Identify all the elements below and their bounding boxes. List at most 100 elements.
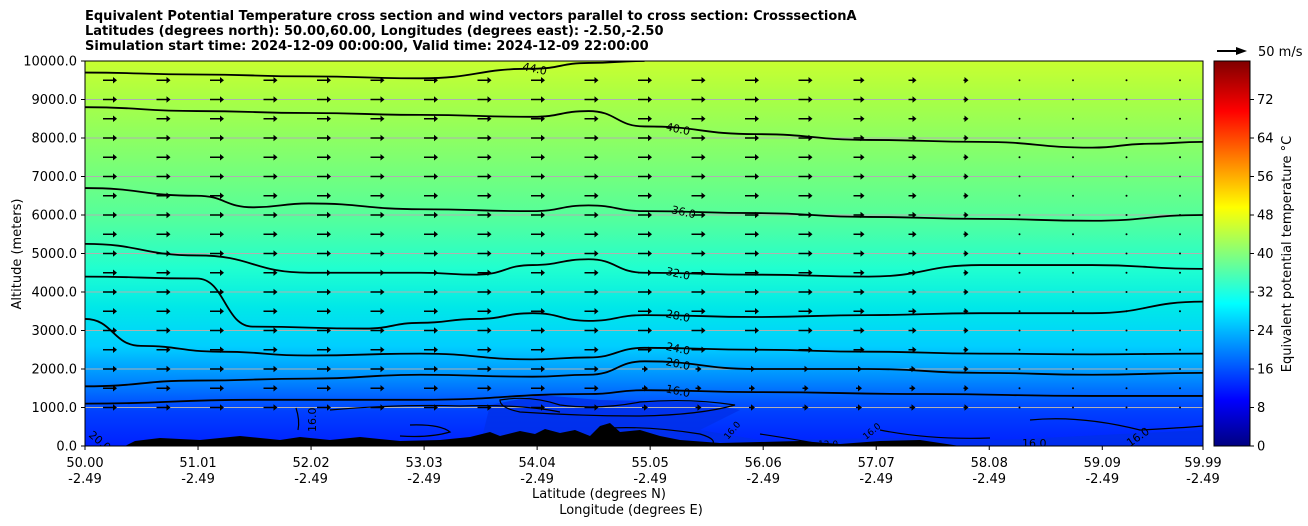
wind-vector	[853, 115, 865, 122]
contour-line	[85, 187, 1203, 222]
x-tick-label-lon: -2.49	[633, 472, 667, 487]
wind-vector	[317, 77, 331, 84]
wind-vector	[1179, 194, 1181, 197]
wind-vector	[424, 173, 438, 180]
wind-vector	[909, 404, 916, 411]
wind-vector	[317, 211, 331, 219]
y-tick-label: 2000.0	[32, 363, 78, 378]
colorbar: 0 8 16 24 32 40 48 56 64 72 Equivalent potential …	[1213, 60, 1295, 455]
wind-vector	[1125, 329, 1128, 332]
wind-vector	[370, 211, 385, 219]
colorbar-label: Equivalent potential temperature °C	[1280, 136, 1295, 372]
wind-vector	[1018, 368, 1021, 370]
contour-line	[85, 389, 1203, 405]
wind-vector	[1018, 117, 1021, 120]
wind-vector	[424, 346, 438, 353]
x-tick-label-lat: 54.04	[519, 456, 556, 471]
wind-vector	[798, 269, 813, 276]
y-tick-label: 7000.0	[32, 170, 78, 185]
wind-vector	[1125, 406, 1128, 409]
wind-vector	[1072, 214, 1074, 216]
wind-vector	[477, 96, 492, 103]
wind-vector	[370, 192, 385, 199]
x-axis-label-secondary: Longitude (degrees E)	[559, 503, 703, 518]
x-axis: 50.00-2.4951.01-2.4952.02-2.4953.03-2.49…	[66, 446, 1222, 487]
wind-vector	[638, 154, 652, 161]
wind-vector	[1072, 252, 1074, 255]
wind-vector	[853, 231, 865, 238]
wind-vector	[695, 385, 702, 392]
wind-vector	[263, 250, 278, 257]
wind-vector	[853, 250, 865, 257]
wind-vector	[1072, 233, 1074, 236]
wind-vector	[1179, 175, 1181, 178]
wind-vector	[531, 134, 545, 142]
wind-vector	[156, 134, 171, 142]
wind-vector	[584, 269, 599, 276]
wind-vector	[963, 96, 969, 103]
wind-vector	[103, 134, 117, 142]
wind-key-arrowhead	[1236, 47, 1247, 55]
wind-vector	[584, 346, 599, 353]
colorbar-tick-label: 64	[1257, 132, 1274, 147]
contour-label: 36.0	[670, 203, 697, 221]
wind-vector	[1179, 117, 1181, 120]
wind-vector	[963, 173, 969, 180]
wind-vector	[798, 115, 813, 122]
svg-text:12.0: 12.0	[818, 440, 838, 450]
wind-vector	[1018, 137, 1021, 139]
wind-vector	[210, 269, 224, 276]
wind-vector	[1018, 194, 1021, 197]
wind-vector	[963, 192, 969, 199]
wind-vector	[908, 192, 917, 199]
wind-vector	[1179, 310, 1181, 313]
wind-vector	[1018, 156, 1021, 159]
wind-vector	[424, 96, 438, 103]
wind-vector	[370, 308, 385, 315]
wind-vector	[263, 346, 278, 353]
svg-text:16.0: 16.0	[306, 408, 319, 433]
x-tick-label-lon: -2.49	[68, 472, 102, 487]
wind-vector	[156, 327, 171, 334]
wind-vector	[317, 346, 331, 353]
wind-vector	[691, 154, 706, 161]
wind-vector	[370, 288, 385, 296]
contour-label: 20.0	[665, 355, 692, 373]
wind-vector	[745, 308, 759, 315]
wind-vector	[263, 365, 278, 373]
wind-vector	[210, 96, 224, 103]
wind-vector	[853, 154, 865, 161]
wind-vector	[691, 288, 706, 296]
y-tick-label: 1000.0	[32, 401, 78, 416]
wind-vector	[156, 288, 171, 296]
wind-vector	[477, 365, 492, 373]
wind-vector	[370, 231, 385, 238]
wind-vector	[1179, 348, 1181, 351]
y-tick-label: 10000.0	[23, 55, 77, 70]
wind-vector	[584, 365, 599, 373]
wind-vector	[853, 77, 865, 84]
wind-vector	[477, 211, 492, 219]
wind-vector	[691, 192, 706, 199]
wind-vector	[103, 173, 117, 180]
wind-vector	[317, 365, 331, 373]
wind-vector	[424, 115, 438, 122]
wind-vector	[370, 154, 385, 161]
wind-vector	[317, 404, 331, 411]
wind-vector	[156, 231, 171, 238]
wind-vector	[584, 173, 599, 180]
wind-vector	[853, 192, 865, 199]
y-tick-label: 4000.0	[32, 286, 78, 301]
wind-vector	[1018, 252, 1021, 255]
wind-vector	[1125, 233, 1128, 236]
wind-vector	[263, 115, 278, 122]
wind-vector	[584, 250, 599, 257]
y-tick-label: 9000.0	[32, 93, 78, 108]
wind-vector	[745, 327, 759, 334]
wind-vector	[963, 404, 969, 411]
wind-vector	[370, 96, 385, 103]
x-tick-label-lon: -2.49	[294, 472, 328, 487]
wind-vector	[963, 269, 969, 276]
contour-label: 44.0	[521, 60, 548, 78]
